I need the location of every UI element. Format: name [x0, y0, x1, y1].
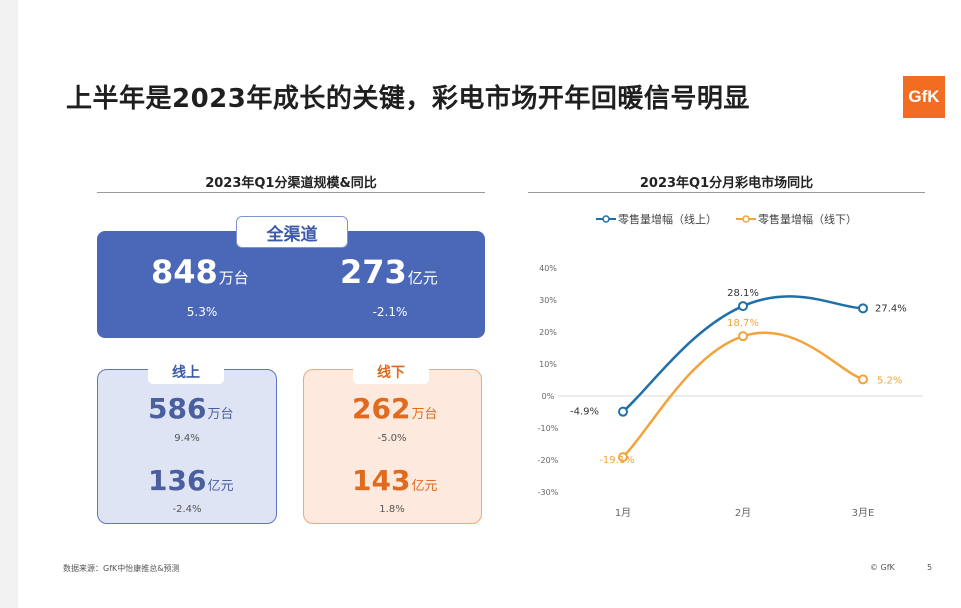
- offline-volume-unit: 万台: [411, 407, 438, 422]
- x-tick-label: 2月: [735, 507, 751, 519]
- offline-volume: 262万台: [352, 392, 437, 425]
- y-tick-label: 40%: [539, 264, 557, 273]
- data-label: 18.7%: [727, 318, 759, 329]
- x-tick-label: 3月E: [852, 507, 875, 519]
- online-volume-growth: 9.4%: [174, 433, 200, 444]
- offline-label: 线下: [353, 360, 429, 384]
- data-label: -4.9%: [570, 407, 599, 418]
- data-point: [738, 331, 748, 342]
- offline-amount: 143亿元: [352, 464, 437, 497]
- chart-section-divider: [528, 192, 925, 193]
- online-amount-unit: 亿元: [207, 479, 234, 494]
- all-amount-growth: -2.1%: [372, 305, 408, 319]
- y-tick-label: -10%: [538, 424, 559, 433]
- y-tick-label: -30%: [538, 488, 559, 497]
- data-label: 27.4%: [875, 303, 907, 314]
- chart-title: 2023年Q1分月彩电市场同比: [639, 176, 814, 191]
- offline-amount-number: 143: [352, 464, 411, 497]
- data-point: [618, 406, 628, 417]
- all-volume-growth: 5.3%: [186, 305, 218, 319]
- online-volume: 586万台: [148, 392, 233, 425]
- y-tick-label: 0%: [542, 392, 555, 401]
- legend-online-marker: [596, 215, 616, 223]
- all-channel-card: 848万台 5.3% 273亿元 -2.1%: [97, 231, 485, 338]
- footer-copyright: © GfK: [870, 563, 895, 572]
- page-title: 上半年是2023年成长的关键，彩电市场开年回暖信号明显: [66, 84, 750, 114]
- legend-online: 零售量增幅（线上）: [596, 211, 717, 227]
- online-volume-unit: 万台: [207, 407, 234, 422]
- online-card: 586万台 9.4% 136亿元 -2.4%: [97, 369, 277, 524]
- offline-card: 262万台 -5.0% 143亿元 1.8%: [303, 369, 482, 524]
- all-amount: 273亿元: [340, 253, 438, 291]
- footer-source: 数据来源：GfK中怡康推总&预测: [63, 564, 180, 573]
- gfk-logo: GfK: [903, 76, 945, 118]
- y-tick-label: 20%: [539, 328, 557, 337]
- channel-section-title: 2023年Q1分渠道规模&同比: [205, 176, 377, 191]
- online-amount: 136亿元: [148, 464, 233, 497]
- all-amount-number: 273: [340, 253, 407, 291]
- data-point: [858, 303, 868, 314]
- data-label: 28.1%: [727, 288, 759, 299]
- online-label: 线上: [148, 360, 224, 384]
- all-amount-unit: 亿元: [407, 269, 438, 287]
- legend-offline-label: 零售量增幅（线下）: [758, 213, 857, 226]
- all-volume-number: 848: [151, 253, 218, 291]
- data-point: [738, 301, 748, 312]
- offline-amount-growth: 1.8%: [379, 504, 405, 515]
- y-tick-label: -20%: [538, 456, 559, 465]
- x-tick-label: 1月: [615, 507, 631, 519]
- y-tick-label: 30%: [539, 296, 557, 305]
- page-number: 5: [927, 563, 933, 572]
- offline-volume-growth: -5.0%: [377, 433, 407, 444]
- all-channel-label: 全渠道: [236, 216, 348, 248]
- offline-volume-number: 262: [352, 392, 411, 425]
- all-volume: 848万台: [151, 253, 249, 291]
- channel-section-divider: [97, 192, 485, 193]
- legend-offline: 零售量增幅（线下）: [736, 211, 857, 227]
- series-line-online: [622, 295, 864, 413]
- online-volume-number: 586: [148, 392, 207, 425]
- legend-online-label: 零售量增幅（线上）: [618, 213, 717, 226]
- offline-amount-unit: 亿元: [411, 479, 438, 494]
- data-point: [858, 374, 868, 385]
- data-label: 5.2%: [877, 375, 902, 386]
- online-amount-number: 136: [148, 464, 207, 497]
- legend-offline-marker: [736, 215, 756, 223]
- online-amount-growth: -2.4%: [172, 504, 202, 515]
- data-label: -19.1%: [599, 455, 634, 466]
- y-tick-label: 10%: [539, 360, 557, 369]
- series-line-offline: [622, 331, 864, 458]
- data-point: [618, 452, 628, 463]
- slide: 上半年是2023年成长的关键，彩电市场开年回暖信号明显 GfK 2023年Q1分…: [18, 0, 961, 608]
- all-volume-unit: 万台: [218, 269, 249, 287]
